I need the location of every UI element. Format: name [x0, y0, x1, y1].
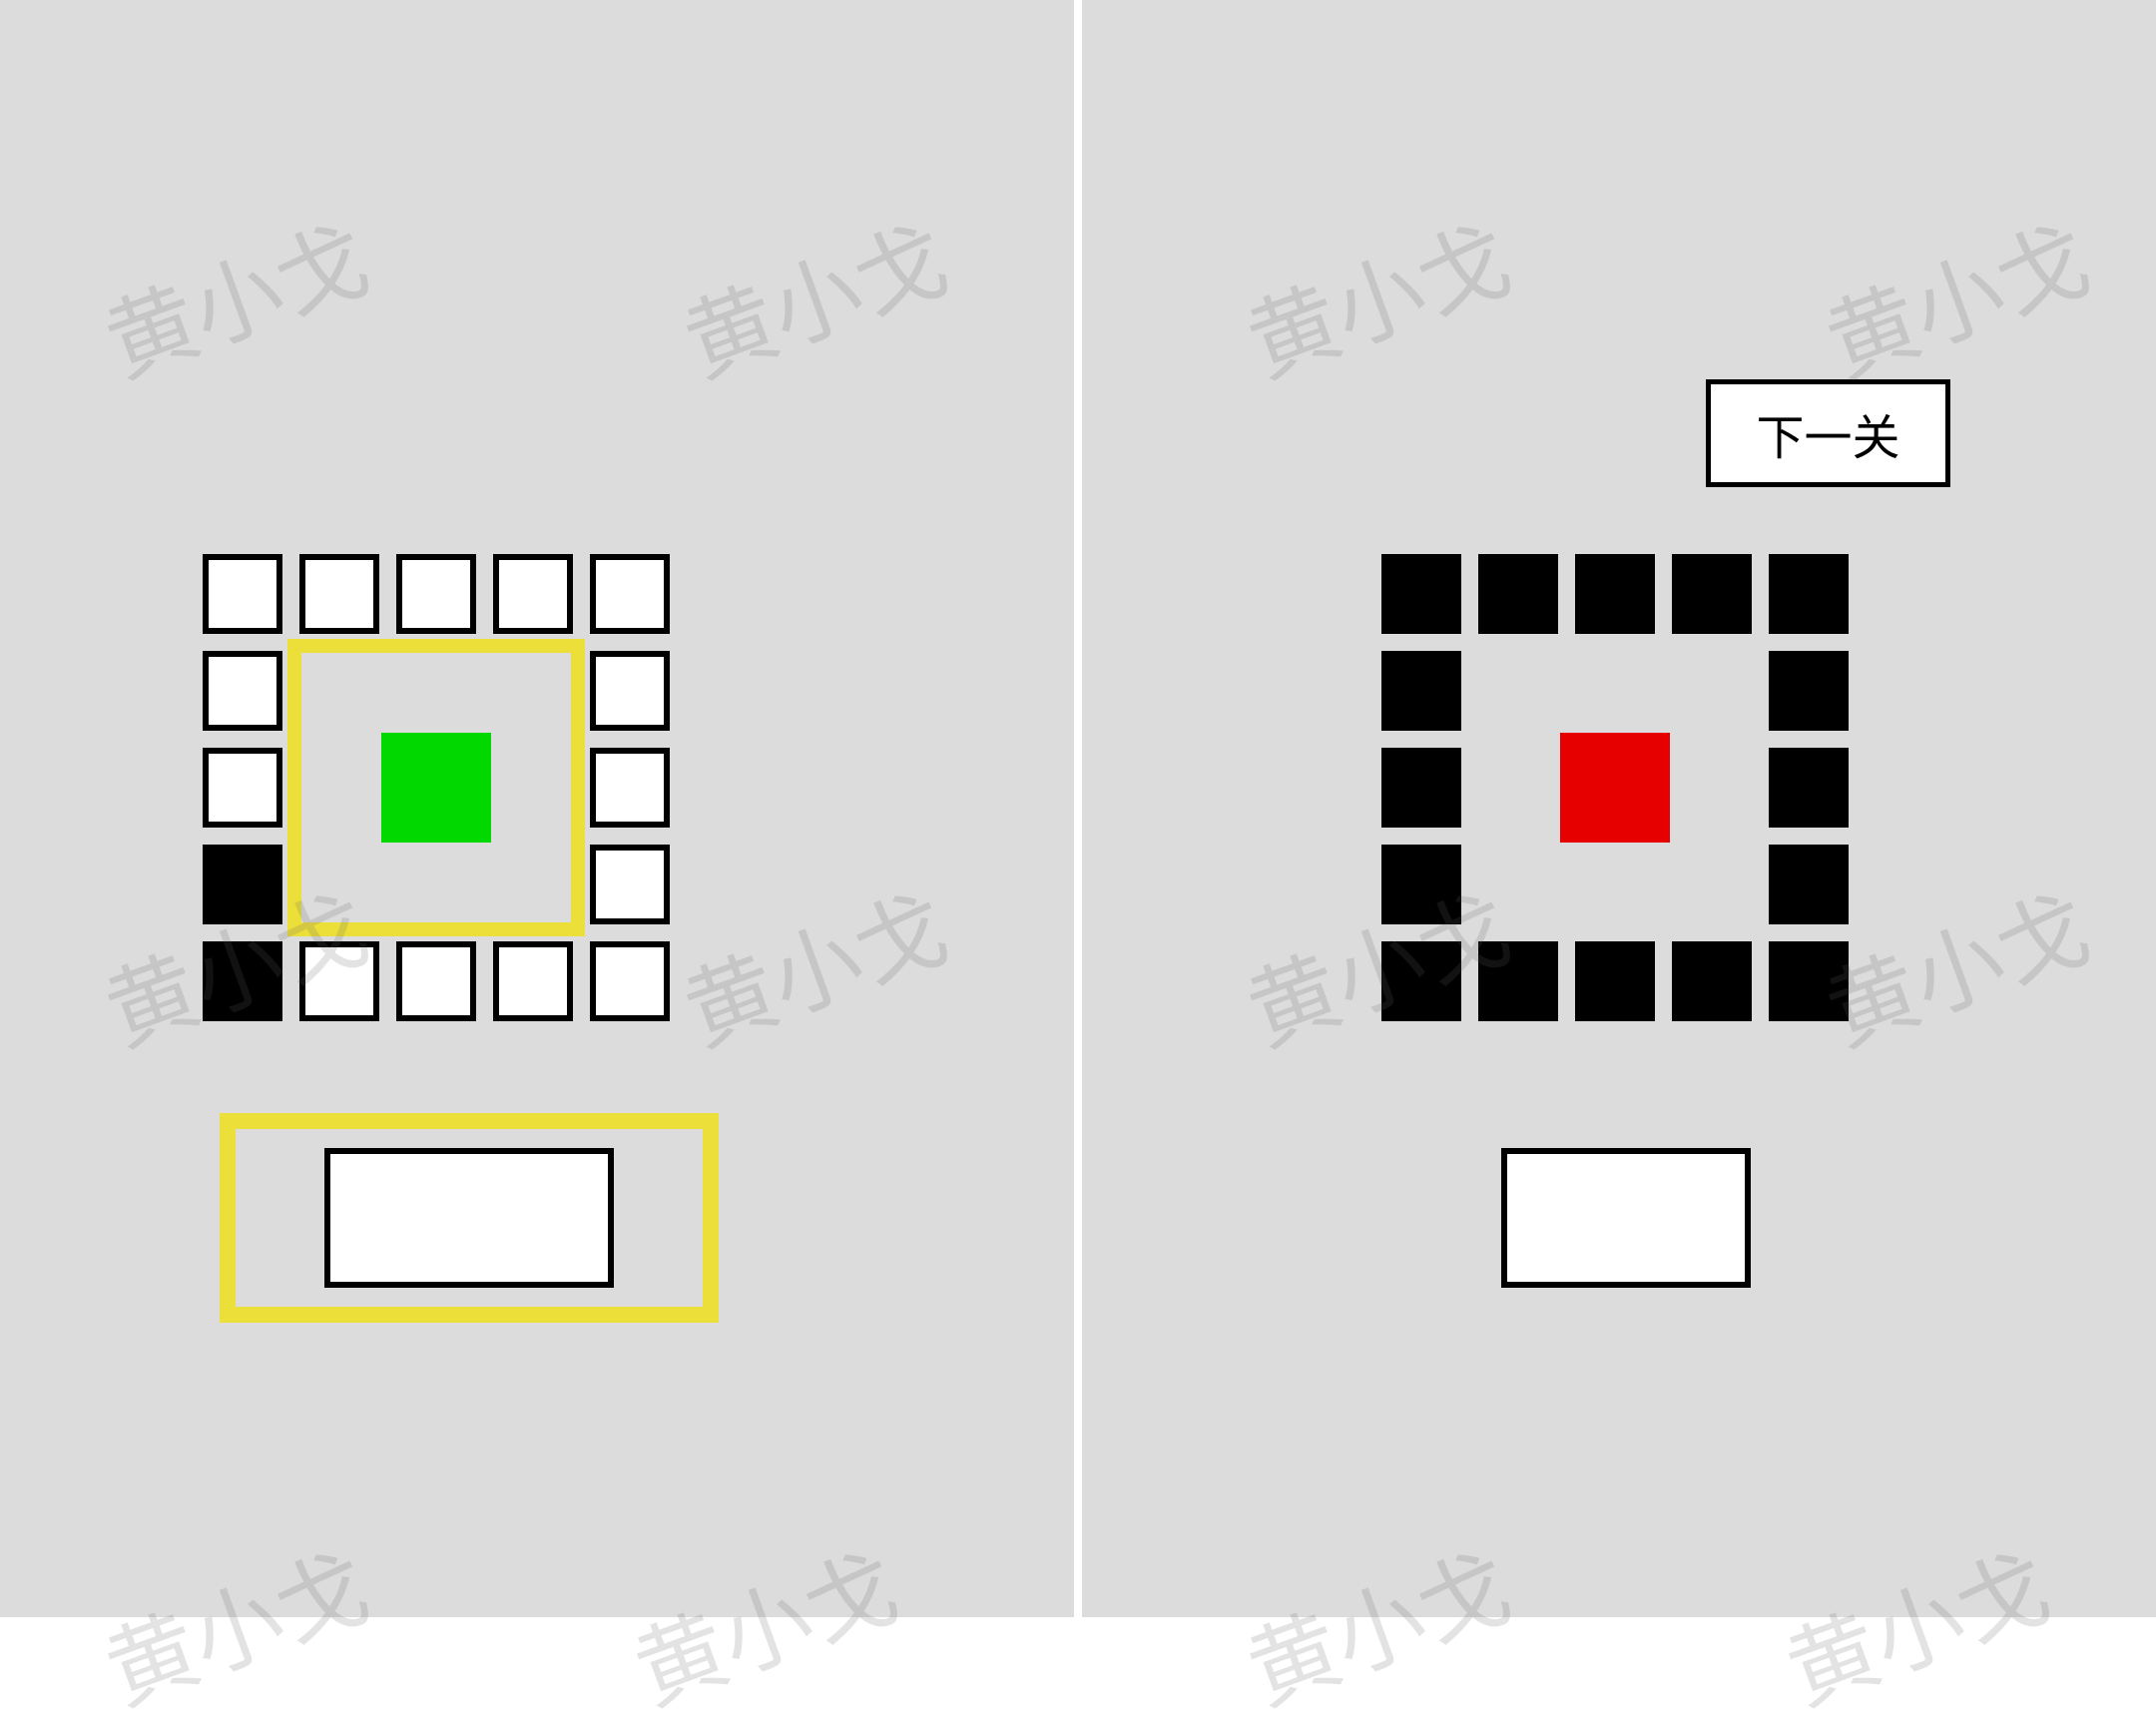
board-cell[interactable]	[590, 748, 670, 828]
watermark-text: 黄小戈	[665, 188, 962, 402]
watermark-text: 黄小戈	[665, 857, 962, 1071]
watermark-text: 黄小戈	[1228, 188, 1525, 402]
board-cell[interactable]	[203, 748, 282, 828]
board-cell[interactable]	[1478, 941, 1558, 1021]
watermark-text: 黄小戈	[1228, 1515, 1525, 1729]
board-cell[interactable]	[1381, 748, 1461, 828]
watermark-text: 黄小戈	[86, 188, 383, 402]
board-cell[interactable]	[1769, 748, 1849, 828]
left-panel: 黄小戈黄小戈黄小戈黄小戈黄小戈黄小戈	[0, 0, 1078, 1617]
watermark-text: 黄小戈	[1767, 1515, 2064, 1729]
board-cell[interactable]	[1381, 651, 1461, 731]
board-cell[interactable]	[590, 941, 670, 1021]
board-cell[interactable]	[1478, 554, 1558, 634]
board-cell[interactable]	[493, 941, 573, 1021]
board-cell[interactable]	[590, 651, 670, 731]
board-cell[interactable]	[1769, 651, 1849, 731]
watermark-text: 黄小戈	[1807, 188, 2104, 402]
center-player-block[interactable]	[381, 733, 491, 843]
board-cell[interactable]	[590, 554, 670, 634]
board-cell[interactable]	[396, 554, 476, 634]
board-cell[interactable]	[1769, 845, 1849, 924]
game-board	[1381, 554, 1881, 1053]
board-cell[interactable]	[590, 845, 670, 924]
answer-input[interactable]	[1501, 1148, 1751, 1288]
board-cell[interactable]	[203, 845, 282, 924]
board-cell[interactable]	[1381, 941, 1461, 1021]
center-player-block[interactable]	[1560, 733, 1670, 843]
board-cell[interactable]	[1381, 845, 1461, 924]
board-cell[interactable]	[1381, 554, 1461, 634]
board-cell[interactable]	[396, 941, 476, 1021]
board-cell[interactable]	[203, 651, 282, 731]
right-panel: 下一关黄小戈黄小戈黄小戈黄小戈黄小戈黄小戈	[1078, 0, 2156, 1617]
watermark-text: 黄小戈	[86, 1515, 383, 1729]
board-cell[interactable]	[1575, 941, 1655, 1021]
board-cell[interactable]	[1672, 941, 1752, 1021]
board-cell[interactable]	[299, 941, 379, 1021]
answer-input[interactable]	[324, 1148, 614, 1288]
board-cell[interactable]	[1672, 554, 1752, 634]
board-cell[interactable]	[299, 554, 379, 634]
next-level-button[interactable]: 下一关	[1706, 379, 1950, 487]
board-cell[interactable]	[1769, 941, 1849, 1021]
board-cell[interactable]	[493, 554, 573, 634]
watermark-text: 黄小戈	[615, 1515, 912, 1729]
board-cell[interactable]	[1575, 554, 1655, 634]
board-cell[interactable]	[203, 554, 282, 634]
board-cell[interactable]	[1769, 554, 1849, 634]
board-cell[interactable]	[203, 941, 282, 1021]
game-board	[203, 554, 702, 1053]
